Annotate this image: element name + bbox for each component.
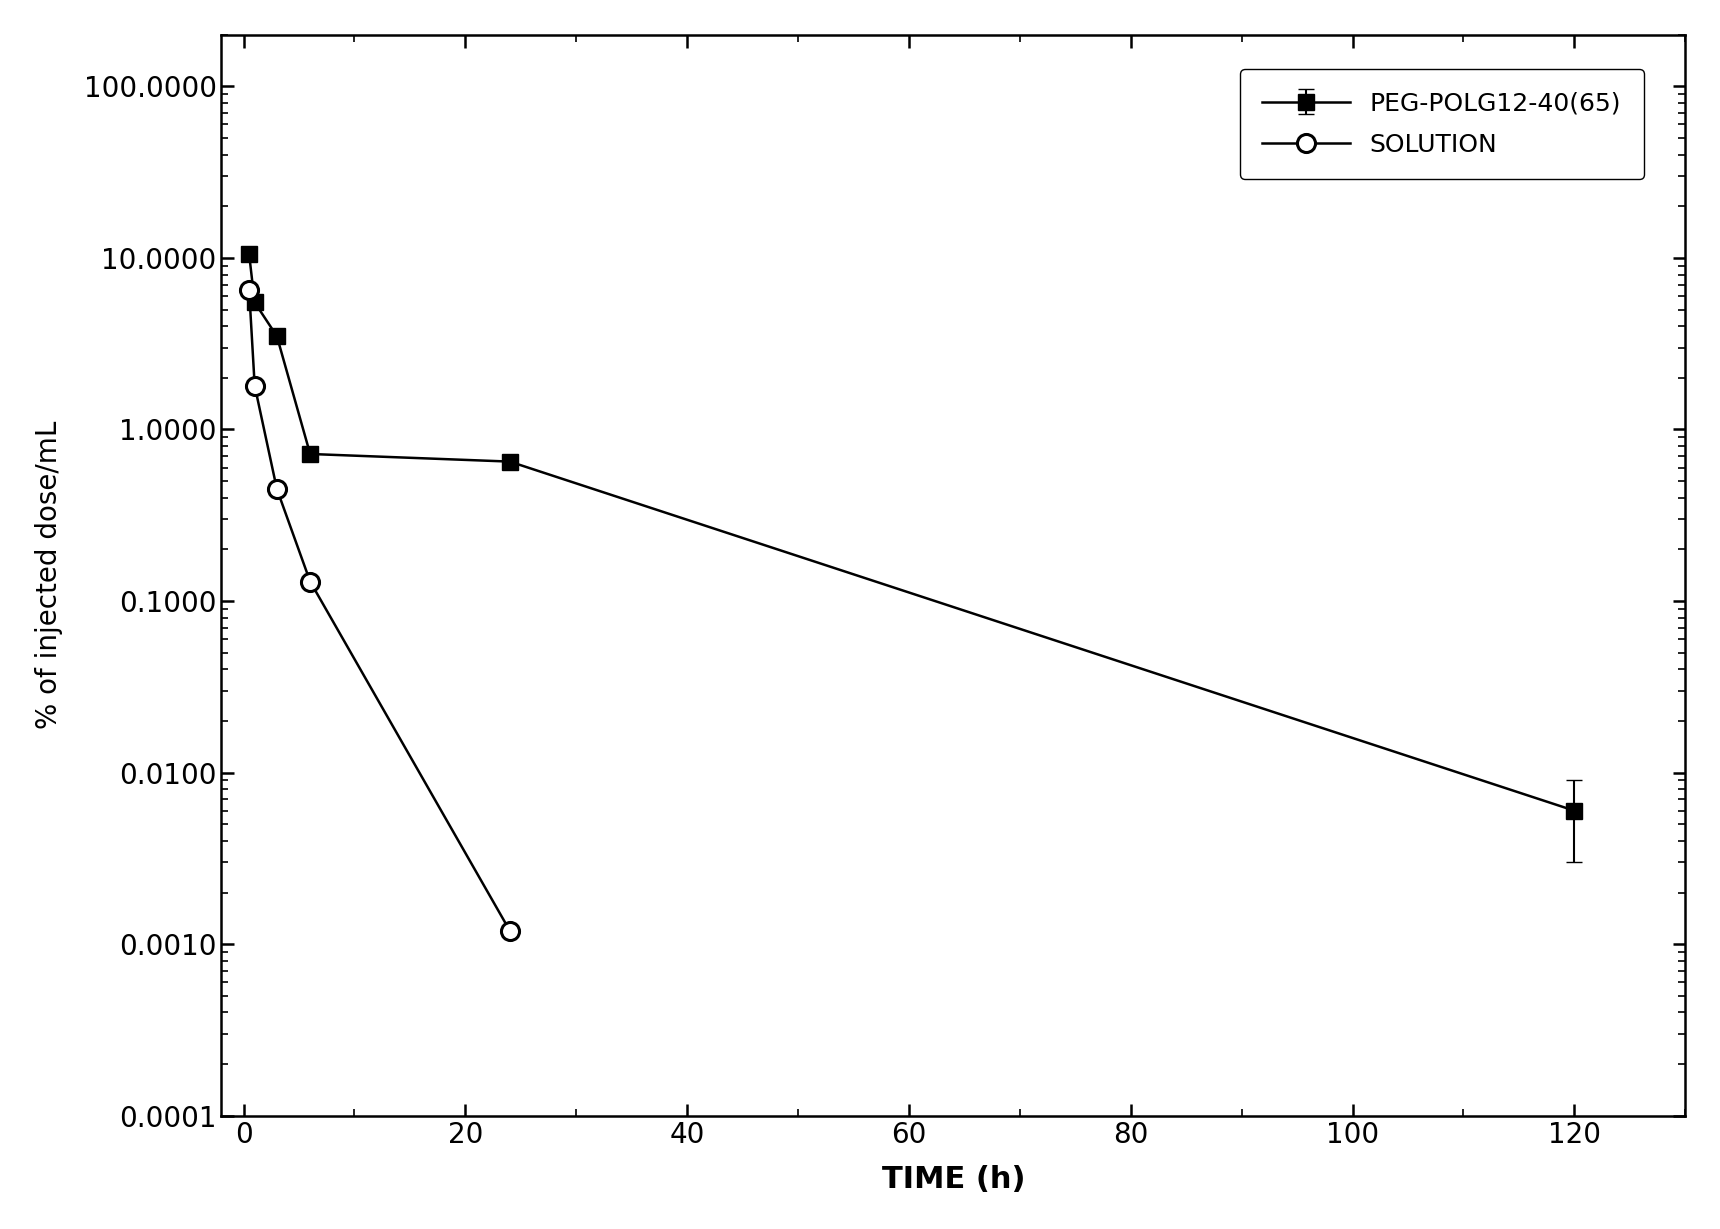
Y-axis label: % of injected dose/mL: % of injected dose/mL xyxy=(34,422,62,730)
X-axis label: TIME (h): TIME (h) xyxy=(882,1165,1025,1195)
Legend: PEG-POLG12-40(65), SOLUTION: PEG-POLG12-40(65), SOLUTION xyxy=(1240,69,1644,179)
